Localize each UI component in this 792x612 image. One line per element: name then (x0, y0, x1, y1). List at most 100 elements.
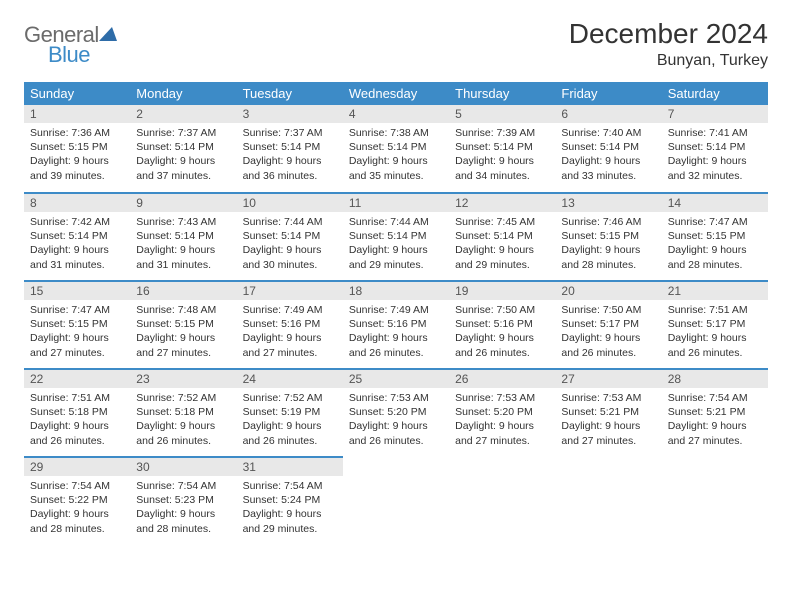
day-details: Sunrise: 7:50 AMSunset: 5:17 PMDaylight:… (555, 300, 661, 366)
day-cell: 15Sunrise: 7:47 AMSunset: 5:15 PMDayligh… (24, 281, 130, 369)
day-cell: 11Sunrise: 7:44 AMSunset: 5:14 PMDayligh… (343, 193, 449, 281)
day-number: 6 (555, 105, 661, 123)
day-header: Saturday (662, 82, 768, 105)
week-row: 1Sunrise: 7:36 AMSunset: 5:15 PMDaylight… (24, 105, 768, 193)
day-number: 19 (449, 282, 555, 300)
day-details: Sunrise: 7:53 AMSunset: 5:21 PMDaylight:… (555, 388, 661, 454)
day-number: 5 (449, 105, 555, 123)
day-cell (449, 457, 555, 545)
day-number: 13 (555, 194, 661, 212)
day-header: Thursday (449, 82, 555, 105)
day-cell: 23Sunrise: 7:52 AMSunset: 5:18 PMDayligh… (130, 369, 236, 457)
day-details: Sunrise: 7:41 AMSunset: 5:14 PMDaylight:… (662, 123, 768, 189)
day-header: Sunday (24, 82, 130, 105)
week-row: 22Sunrise: 7:51 AMSunset: 5:18 PMDayligh… (24, 369, 768, 457)
day-details: Sunrise: 7:49 AMSunset: 5:16 PMDaylight:… (343, 300, 449, 366)
day-header: Tuesday (237, 82, 343, 105)
day-details: Sunrise: 7:39 AMSunset: 5:14 PMDaylight:… (449, 123, 555, 189)
day-cell: 6Sunrise: 7:40 AMSunset: 5:14 PMDaylight… (555, 105, 661, 193)
day-number: 14 (662, 194, 768, 212)
day-number: 25 (343, 370, 449, 388)
day-cell: 7Sunrise: 7:41 AMSunset: 5:14 PMDaylight… (662, 105, 768, 193)
day-cell: 1Sunrise: 7:36 AMSunset: 5:15 PMDaylight… (24, 105, 130, 193)
day-number: 29 (24, 458, 130, 476)
day-details: Sunrise: 7:38 AMSunset: 5:14 PMDaylight:… (343, 123, 449, 189)
day-number: 16 (130, 282, 236, 300)
day-number: 31 (237, 458, 343, 476)
day-cell: 9Sunrise: 7:43 AMSunset: 5:14 PMDaylight… (130, 193, 236, 281)
day-number: 7 (662, 105, 768, 123)
day-header: Monday (130, 82, 236, 105)
day-number: 2 (130, 105, 236, 123)
day-number: 22 (24, 370, 130, 388)
week-row: 15Sunrise: 7:47 AMSunset: 5:15 PMDayligh… (24, 281, 768, 369)
day-details: Sunrise: 7:37 AMSunset: 5:14 PMDaylight:… (130, 123, 236, 189)
day-number: 23 (130, 370, 236, 388)
day-details: Sunrise: 7:40 AMSunset: 5:14 PMDaylight:… (555, 123, 661, 189)
day-details: Sunrise: 7:37 AMSunset: 5:14 PMDaylight:… (237, 123, 343, 189)
day-cell: 25Sunrise: 7:53 AMSunset: 5:20 PMDayligh… (343, 369, 449, 457)
day-number: 3 (237, 105, 343, 123)
day-details: Sunrise: 7:45 AMSunset: 5:14 PMDaylight:… (449, 212, 555, 278)
day-details: Sunrise: 7:36 AMSunset: 5:15 PMDaylight:… (24, 123, 130, 189)
day-cell: 8Sunrise: 7:42 AMSunset: 5:14 PMDaylight… (24, 193, 130, 281)
day-cell: 21Sunrise: 7:51 AMSunset: 5:17 PMDayligh… (662, 281, 768, 369)
day-cell: 24Sunrise: 7:52 AMSunset: 5:19 PMDayligh… (237, 369, 343, 457)
day-details: Sunrise: 7:52 AMSunset: 5:18 PMDaylight:… (130, 388, 236, 454)
day-cell: 14Sunrise: 7:47 AMSunset: 5:15 PMDayligh… (662, 193, 768, 281)
day-number: 18 (343, 282, 449, 300)
day-details: Sunrise: 7:54 AMSunset: 5:22 PMDaylight:… (24, 476, 130, 542)
calendar-head: SundayMondayTuesdayWednesdayThursdayFrid… (24, 82, 768, 105)
day-number: 26 (449, 370, 555, 388)
day-details: Sunrise: 7:54 AMSunset: 5:21 PMDaylight:… (662, 388, 768, 454)
day-details: Sunrise: 7:51 AMSunset: 5:18 PMDaylight:… (24, 388, 130, 454)
day-details: Sunrise: 7:44 AMSunset: 5:14 PMDaylight:… (343, 212, 449, 278)
day-details: Sunrise: 7:52 AMSunset: 5:19 PMDaylight:… (237, 388, 343, 454)
day-cell: 3Sunrise: 7:37 AMSunset: 5:14 PMDaylight… (237, 105, 343, 193)
day-cell: 12Sunrise: 7:45 AMSunset: 5:14 PMDayligh… (449, 193, 555, 281)
day-cell (343, 457, 449, 545)
week-row: 29Sunrise: 7:54 AMSunset: 5:22 PMDayligh… (24, 457, 768, 545)
day-cell: 2Sunrise: 7:37 AMSunset: 5:14 PMDaylight… (130, 105, 236, 193)
day-details: Sunrise: 7:51 AMSunset: 5:17 PMDaylight:… (662, 300, 768, 366)
day-cell: 18Sunrise: 7:49 AMSunset: 5:16 PMDayligh… (343, 281, 449, 369)
day-details: Sunrise: 7:50 AMSunset: 5:16 PMDaylight:… (449, 300, 555, 366)
day-number: 27 (555, 370, 661, 388)
header: General December 2024 Bunyan, Turkey (24, 18, 768, 70)
day-cell: 19Sunrise: 7:50 AMSunset: 5:16 PMDayligh… (449, 281, 555, 369)
day-number: 24 (237, 370, 343, 388)
day-header: Wednesday (343, 82, 449, 105)
day-details: Sunrise: 7:49 AMSunset: 5:16 PMDaylight:… (237, 300, 343, 366)
calendar-body: 1Sunrise: 7:36 AMSunset: 5:15 PMDaylight… (24, 105, 768, 545)
day-cell (555, 457, 661, 545)
logo-word-blue: Blue (24, 42, 90, 67)
calendar-table: SundayMondayTuesdayWednesdayThursdayFrid… (24, 82, 768, 545)
day-number: 4 (343, 105, 449, 123)
day-cell: 30Sunrise: 7:54 AMSunset: 5:23 PMDayligh… (130, 457, 236, 545)
day-header: Friday (555, 82, 661, 105)
logo-triangle-icon (99, 25, 117, 46)
day-details: Sunrise: 7:54 AMSunset: 5:24 PMDaylight:… (237, 476, 343, 542)
day-number: 11 (343, 194, 449, 212)
logo-word-blue-wrap: Blue (24, 42, 90, 68)
day-cell (662, 457, 768, 545)
day-number: 20 (555, 282, 661, 300)
day-details: Sunrise: 7:43 AMSunset: 5:14 PMDaylight:… (130, 212, 236, 278)
day-number: 21 (662, 282, 768, 300)
day-number: 8 (24, 194, 130, 212)
day-cell: 4Sunrise: 7:38 AMSunset: 5:14 PMDaylight… (343, 105, 449, 193)
month-title: December 2024 (569, 18, 768, 50)
day-cell: 20Sunrise: 7:50 AMSunset: 5:17 PMDayligh… (555, 281, 661, 369)
day-details: Sunrise: 7:42 AMSunset: 5:14 PMDaylight:… (24, 212, 130, 278)
week-row: 8Sunrise: 7:42 AMSunset: 5:14 PMDaylight… (24, 193, 768, 281)
title-block: December 2024 Bunyan, Turkey (569, 18, 768, 70)
day-details: Sunrise: 7:47 AMSunset: 5:15 PMDaylight:… (24, 300, 130, 366)
day-details: Sunrise: 7:46 AMSunset: 5:15 PMDaylight:… (555, 212, 661, 278)
day-number: 1 (24, 105, 130, 123)
day-cell: 26Sunrise: 7:53 AMSunset: 5:20 PMDayligh… (449, 369, 555, 457)
day-number: 15 (24, 282, 130, 300)
day-number: 28 (662, 370, 768, 388)
day-cell: 31Sunrise: 7:54 AMSunset: 5:24 PMDayligh… (237, 457, 343, 545)
day-number: 10 (237, 194, 343, 212)
day-details: Sunrise: 7:53 AMSunset: 5:20 PMDaylight:… (343, 388, 449, 454)
